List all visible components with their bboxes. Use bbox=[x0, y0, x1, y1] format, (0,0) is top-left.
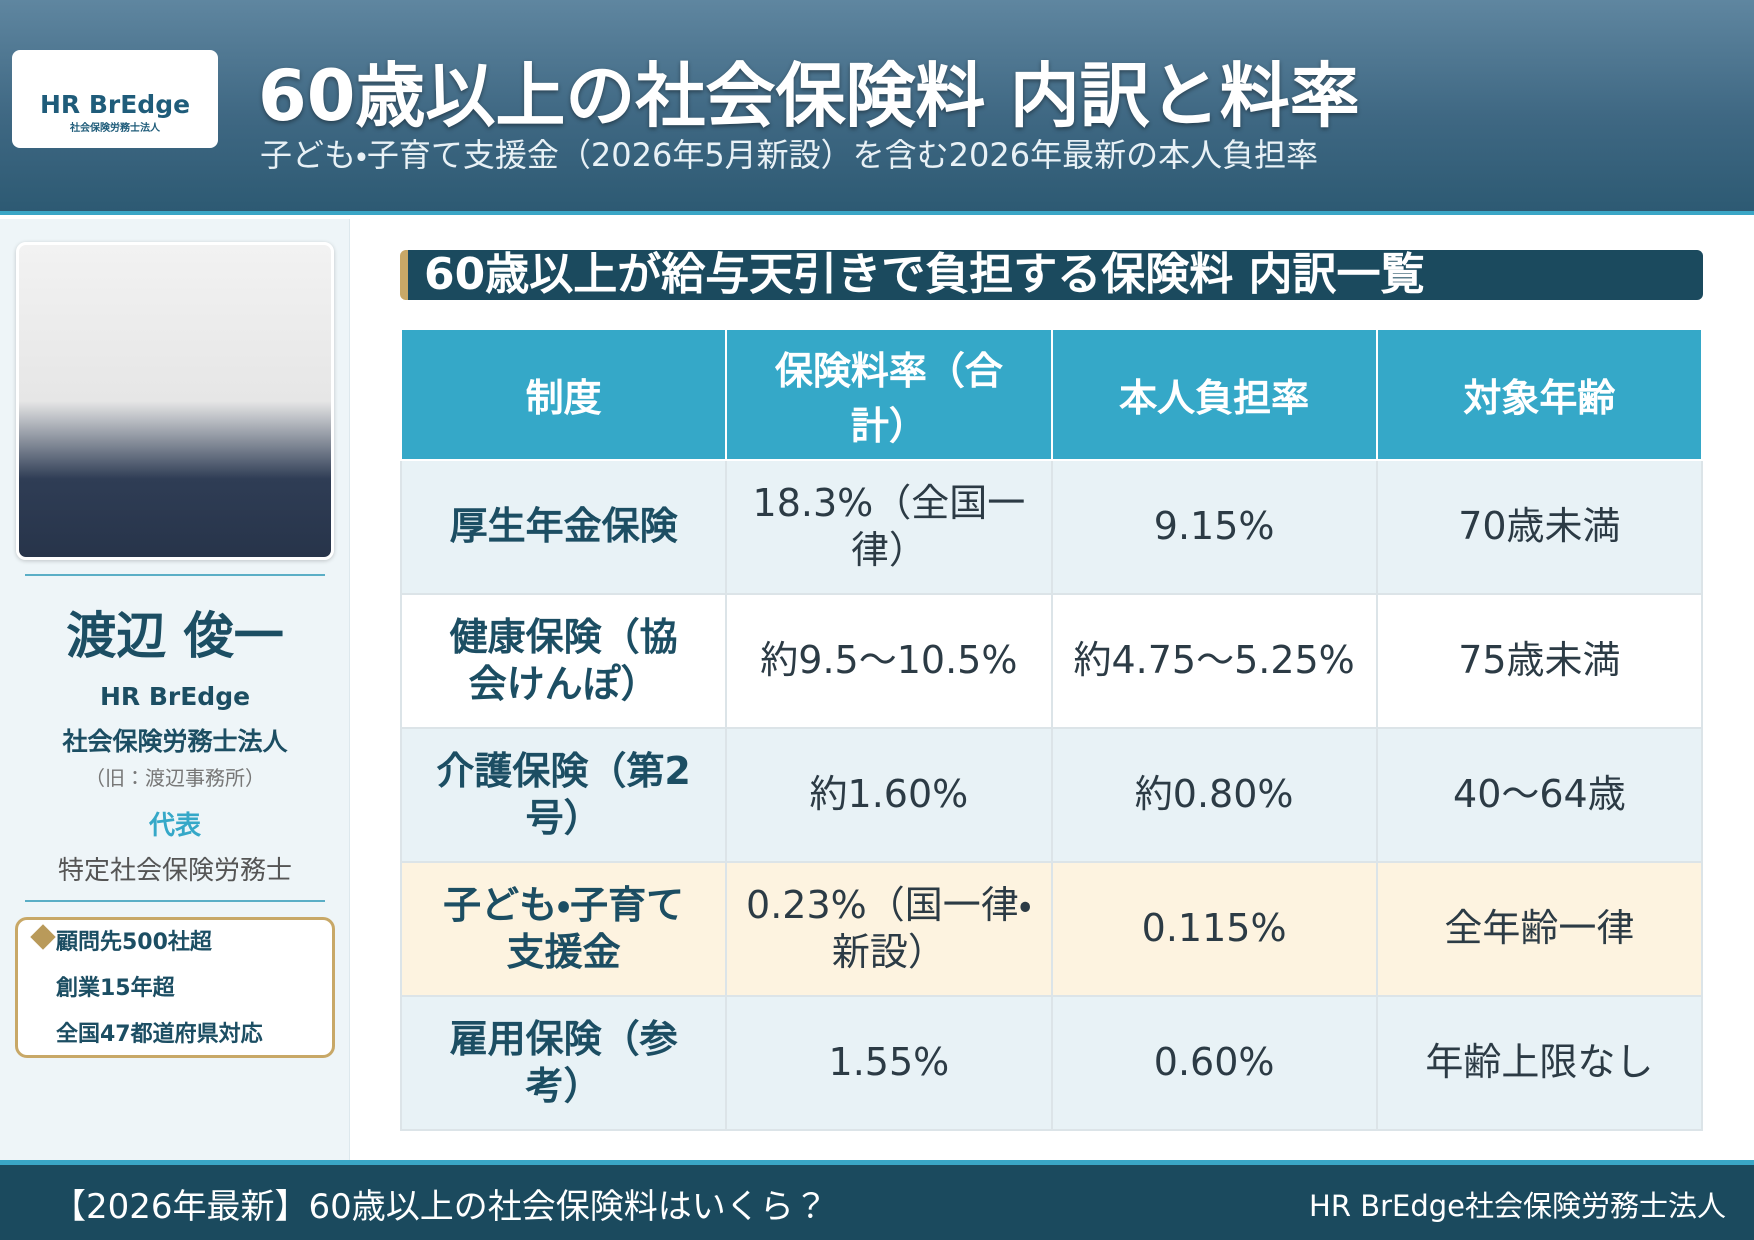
header-row: 制度 保険料率（合計） 本人負担率 対象年齢 bbox=[399, 328, 1704, 461]
table-cell: 75歳未満 bbox=[1375, 593, 1704, 729]
system-name: 雇用保険（参考） bbox=[399, 995, 728, 1131]
rate-table: 制度 保険料率（合計） 本人負担率 対象年齢 厚生年金保険 18.3%（全国一律） 9.15… bbox=[399, 328, 1704, 1131]
profile-qualification: 特定社会保険労務士 bbox=[57, 856, 292, 886]
table-cell: 18.3%（全国一律） bbox=[725, 459, 1053, 595]
table-row: 子ども・子育て支援金 0.23%（国一律・新設） 0.115% 全年齢一律 bbox=[399, 861, 1704, 997]
profile-former: （旧：渡辺事務所） bbox=[85, 766, 265, 790]
profile-role: 代表 bbox=[148, 811, 201, 841]
table-cell: 9.15% bbox=[1050, 459, 1378, 595]
table-row: 介護保険（第2号） 約1.60% 約0.80% 40～64歳 bbox=[399, 727, 1704, 863]
header-cell: 対象年齢 bbox=[1375, 328, 1704, 461]
divider bbox=[25, 900, 325, 902]
header-cell: 保険料率（合計） bbox=[725, 328, 1053, 461]
badge: 顧問先500社超 bbox=[56, 930, 212, 955]
table-cell: 約9.5～10.5% bbox=[725, 593, 1053, 729]
table-cell: 約4.75～5.25% bbox=[1050, 593, 1378, 729]
subtitle: 子ども・子育て支援金（2026年5月新設）を含む2026年最新の本人負担率 bbox=[260, 136, 1319, 174]
section-title: 60歳以上が給与天引きで負担する保険料 内訳一覧 bbox=[400, 250, 1703, 300]
table-cell: 40～64歳 bbox=[1375, 727, 1704, 863]
footer-right: HR BrEdge社会保険労務士法人 bbox=[1309, 1189, 1726, 1223]
badge: 全国47都道府県対応 bbox=[56, 1022, 263, 1047]
table-cell: 約1.60% bbox=[725, 727, 1053, 863]
logo-sub: 社会保険労務士法人 bbox=[70, 123, 160, 134]
table-cell: 全年齢一律 bbox=[1375, 861, 1704, 997]
table-row: 健康保険（協会けんぽ） 約9.5～10.5% 約4.75～5.25% 75歳未満 bbox=[399, 593, 1704, 729]
profile-org: HR BrEdge bbox=[99, 682, 251, 711]
divider bbox=[25, 574, 325, 576]
header-cell: 本人負担率 bbox=[1050, 328, 1378, 461]
system-name: 介護保険（第2号） bbox=[399, 727, 728, 863]
table-cell: 70歳未満 bbox=[1375, 459, 1704, 595]
profile-photo bbox=[16, 242, 334, 560]
table-cell: 0.115% bbox=[1050, 861, 1378, 997]
badge-box: 顧問先500社超 創業15年超 全国47都道府県対応 bbox=[15, 917, 335, 1058]
system-name: 子ども・子育て支援金 bbox=[399, 861, 728, 997]
logo: HR BrEdge 社会保険労務士法人 bbox=[12, 50, 218, 148]
table-cell: 年齢上限なし bbox=[1375, 995, 1704, 1131]
table-cell: 0.23%（国一律・新設） bbox=[725, 861, 1053, 997]
system-name: 厚生年金保険 bbox=[399, 459, 728, 595]
profile-name: 渡辺 俊一 bbox=[66, 607, 284, 665]
header-cell: 制度 bbox=[399, 328, 728, 461]
title: 60歳以上の社会保険料 内訳と料率 bbox=[258, 55, 1360, 137]
header-band bbox=[0, 0, 1754, 215]
system-name: 健康保険（協会けんぽ） bbox=[399, 593, 728, 729]
table-cell: 0.60% bbox=[1050, 995, 1378, 1131]
table-row: 厚生年金保険 18.3%（全国一律） 9.15% 70歳未満 bbox=[399, 459, 1704, 595]
footer: 【2026年最新】60歳以上の社会保険料はいくら？ HR BrEdge社会保険労… bbox=[0, 1160, 1754, 1240]
footer-left: 【2026年最新】60歳以上の社会保険料はいくら？ bbox=[52, 1187, 828, 1227]
logo-name: HR BrEdge bbox=[39, 90, 191, 119]
badge: 創業15年超 bbox=[56, 976, 175, 1001]
table-cell: 1.55% bbox=[725, 995, 1053, 1131]
profile-org-type: 社会保険労務士法人 bbox=[62, 727, 288, 756]
table-row: 雇用保険（参考） 1.55% 0.60% 年齢上限なし bbox=[399, 995, 1704, 1131]
table-cell: 約0.80% bbox=[1050, 727, 1378, 863]
